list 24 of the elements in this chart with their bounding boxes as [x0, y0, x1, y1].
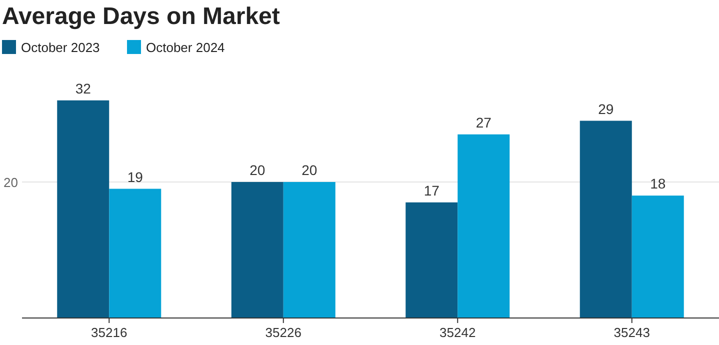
x-tick-label: 35226 — [265, 325, 302, 340]
bar — [57, 100, 110, 318]
data-label: 19 — [127, 168, 144, 185]
ref-line-label: 20 — [4, 174, 18, 190]
data-label: 27 — [476, 114, 492, 130]
bar — [283, 182, 336, 318]
bar — [458, 134, 510, 318]
data-label: 20 — [302, 162, 318, 178]
legend-label: October 2023 — [21, 40, 100, 55]
x-tick-label: 35242 — [440, 325, 476, 340]
data-label: 17 — [424, 182, 440, 198]
legend-label: October 2024 — [146, 40, 225, 55]
bar — [231, 182, 284, 318]
data-label: 29 — [598, 100, 614, 117]
bar — [580, 120, 632, 318]
chart-title: Average Days on Market — [2, 3, 280, 30]
x-tick-label: 35243 — [614, 325, 650, 340]
bar — [406, 202, 458, 318]
bar — [109, 188, 162, 318]
data-label: 20 — [250, 162, 266, 178]
data-label: 32 — [75, 80, 92, 96]
data-label: 18 — [650, 176, 666, 192]
x-tick-label: 35216 — [91, 325, 128, 340]
bar — [632, 196, 684, 318]
